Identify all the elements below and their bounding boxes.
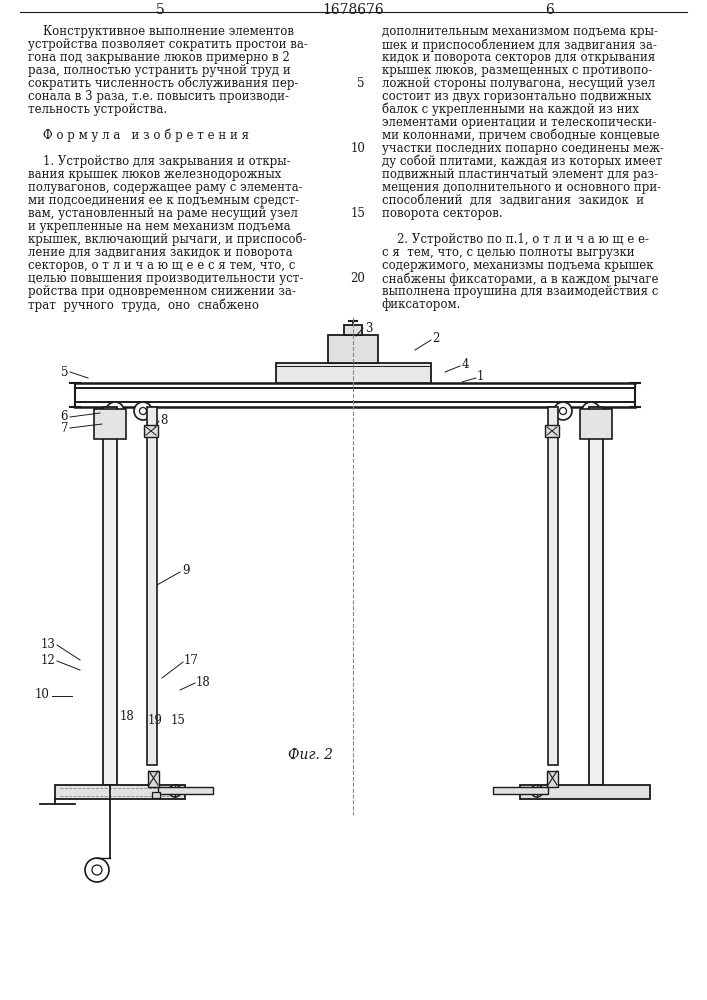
Bar bbox=[147, 407, 157, 765]
Text: гона под закрывание люков примерно в 2: гона под закрывание люков примерно в 2 bbox=[28, 51, 290, 64]
Bar bbox=[276, 363, 431, 383]
Text: 20: 20 bbox=[350, 272, 365, 285]
Bar bbox=[328, 335, 378, 363]
Text: 6: 6 bbox=[546, 3, 554, 17]
Text: вам, установленный на раме несущий узел: вам, установленный на раме несущий узел bbox=[28, 207, 298, 220]
Circle shape bbox=[582, 402, 600, 420]
Bar bbox=[55, 785, 185, 799]
Text: шек и приспособлением для задвигания за-: шек и приспособлением для задвигания за- bbox=[382, 38, 657, 51]
Bar bbox=[520, 785, 650, 799]
Text: 9: 9 bbox=[182, 564, 189, 576]
Bar bbox=[580, 409, 612, 439]
Circle shape bbox=[588, 408, 595, 414]
Bar bbox=[545, 425, 559, 437]
Circle shape bbox=[92, 865, 102, 875]
Text: ду собой плитами, каждая из которых имеет: ду собой плитами, каждая из которых имее… bbox=[382, 155, 662, 168]
Text: элементами ориентации и телескопически-: элементами ориентации и телескопически- bbox=[382, 116, 656, 129]
Text: 5: 5 bbox=[358, 77, 365, 90]
Text: снабжены фиксаторами, а в каждом рычаге: снабжены фиксаторами, а в каждом рычаге bbox=[382, 272, 658, 286]
Text: 7: 7 bbox=[61, 422, 68, 434]
Bar bbox=[548, 407, 558, 765]
Circle shape bbox=[554, 402, 572, 420]
Text: устройства позволяет сократить простои ва-: устройства позволяет сократить простои в… bbox=[28, 38, 308, 51]
Text: подвижный пластинчатый элемент для раз-: подвижный пластинчатый элемент для раз- bbox=[382, 168, 658, 181]
Text: дополнительным механизмом подъема кры-: дополнительным механизмом подъема кры- bbox=[382, 25, 658, 38]
Text: 18: 18 bbox=[120, 710, 135, 724]
Text: крышек, включающий рычаги, и приспособ-: крышек, включающий рычаги, и приспособ- bbox=[28, 233, 307, 246]
Text: секторов, о т л и ч а ю щ е е с я тем, что, с: секторов, о т л и ч а ю щ е е с я тем, ч… bbox=[28, 259, 296, 272]
Text: 15: 15 bbox=[171, 714, 186, 728]
Text: фиксатором.: фиксатором. bbox=[382, 298, 462, 311]
Text: мещения дополнительного и основного при-: мещения дополнительного и основного при- bbox=[382, 181, 661, 194]
Text: 10: 10 bbox=[350, 142, 365, 155]
Text: 17: 17 bbox=[184, 654, 199, 666]
Text: 15: 15 bbox=[350, 207, 365, 220]
Text: поворота секторов.: поворота секторов. bbox=[382, 207, 503, 220]
Text: 1. Устройство для закрывания и откры-: 1. Устройство для закрывания и откры- bbox=[28, 155, 291, 168]
Text: ление для задвигания закидок и поворота: ление для задвигания закидок и поворота bbox=[28, 246, 293, 259]
Text: 3: 3 bbox=[365, 322, 373, 334]
Text: выполнена проушина для взаимодействия с: выполнена проушина для взаимодействия с bbox=[382, 285, 658, 298]
Bar bbox=[344, 325, 362, 335]
Text: 12: 12 bbox=[40, 654, 55, 666]
Bar bbox=[589, 407, 603, 785]
Text: раза, полностью устранить ручной труд и: раза, полностью устранить ручной труд и bbox=[28, 64, 291, 77]
Circle shape bbox=[112, 408, 119, 414]
Circle shape bbox=[85, 858, 109, 882]
Text: крышек люков, размещенных с противопо-: крышек люков, размещенных с противопо- bbox=[382, 64, 653, 77]
Text: вания крышек люков железнодорожных: вания крышек люков железнодорожных bbox=[28, 168, 281, 181]
Bar bbox=[152, 792, 160, 798]
Text: способлений  для  задвигания  закидок  и: способлений для задвигания закидок и bbox=[382, 194, 644, 207]
Text: ройства при одновременном снижении за-: ройства при одновременном снижении за- bbox=[28, 285, 296, 298]
Text: 4: 4 bbox=[462, 359, 469, 371]
Text: целью повышения производительности уст-: целью повышения производительности уст- bbox=[28, 272, 303, 285]
Text: 1678676: 1678676 bbox=[322, 3, 384, 17]
Text: 8: 8 bbox=[160, 414, 168, 426]
Text: 5: 5 bbox=[61, 365, 68, 378]
Text: 19: 19 bbox=[148, 714, 163, 728]
Text: 5: 5 bbox=[156, 3, 164, 17]
Text: 10: 10 bbox=[35, 688, 50, 702]
Text: тельность устройства.: тельность устройства. bbox=[28, 103, 167, 116]
Bar bbox=[144, 425, 158, 437]
Text: 13: 13 bbox=[40, 639, 55, 652]
Bar bbox=[158, 787, 213, 794]
Circle shape bbox=[531, 785, 543, 797]
Bar bbox=[493, 787, 548, 794]
Circle shape bbox=[134, 402, 152, 420]
Text: сонала в 3 раза, т.е. повысить производи-: сонала в 3 раза, т.е. повысить производи… bbox=[28, 90, 289, 103]
Circle shape bbox=[106, 402, 124, 420]
Text: Ф о р м у л а   и з о б р е т е н и я: Ф о р м у л а и з о б р е т е н и я bbox=[28, 129, 249, 142]
Text: 2: 2 bbox=[432, 332, 439, 344]
Text: состоит из двух горизонтально подвижных: состоит из двух горизонтально подвижных bbox=[382, 90, 651, 103]
Text: 6: 6 bbox=[61, 410, 68, 424]
Text: 18: 18 bbox=[196, 676, 211, 688]
Text: участки последних попарно соединены меж-: участки последних попарно соединены меж- bbox=[382, 142, 664, 155]
Bar bbox=[103, 407, 117, 785]
Bar bbox=[547, 771, 558, 787]
Text: содержимого, механизмы подъема крышек: содержимого, механизмы подъема крышек bbox=[382, 259, 653, 272]
Text: 2. Устройство по п.1, о т л и ч а ю щ е е-: 2. Устройство по п.1, о т л и ч а ю щ е … bbox=[382, 233, 649, 246]
Circle shape bbox=[139, 408, 146, 414]
Bar bbox=[94, 409, 126, 439]
Text: с я  тем, что, с целью полноты выгрузки: с я тем, что, с целью полноты выгрузки bbox=[382, 246, 635, 259]
Text: Фиг. 2: Фиг. 2 bbox=[288, 748, 332, 762]
Text: балок с укрепленными на каждой из них: балок с укрепленными на каждой из них bbox=[382, 103, 639, 116]
Text: ми колоннами, причем свободные концевые: ми колоннами, причем свободные концевые bbox=[382, 129, 660, 142]
Text: сократить численность обслуживания пер-: сократить численность обслуживания пер- bbox=[28, 77, 298, 91]
Text: ложной стороны полувагона, несущий узел: ложной стороны полувагона, несущий узел bbox=[382, 77, 655, 90]
Circle shape bbox=[169, 785, 181, 797]
Circle shape bbox=[559, 408, 566, 414]
Text: ми подсоединения ее к подъемным средст-: ми подсоединения ее к подъемным средст- bbox=[28, 194, 299, 207]
Text: трат  ручного  труда,  оно  снабжено: трат ручного труда, оно снабжено bbox=[28, 298, 259, 312]
Text: 1: 1 bbox=[477, 369, 484, 382]
Text: и укрепленные на нем механизм подъема: и укрепленные на нем механизм подъема bbox=[28, 220, 291, 233]
Text: кидок и поворота секторов для открывания: кидок и поворота секторов для открывания bbox=[382, 51, 655, 64]
Bar bbox=[148, 771, 159, 787]
Text: Конструктивное выполнение элементов: Конструктивное выполнение элементов bbox=[28, 25, 294, 38]
Text: полувагонов, содержащее раму с элемента-: полувагонов, содержащее раму с элемента- bbox=[28, 181, 303, 194]
